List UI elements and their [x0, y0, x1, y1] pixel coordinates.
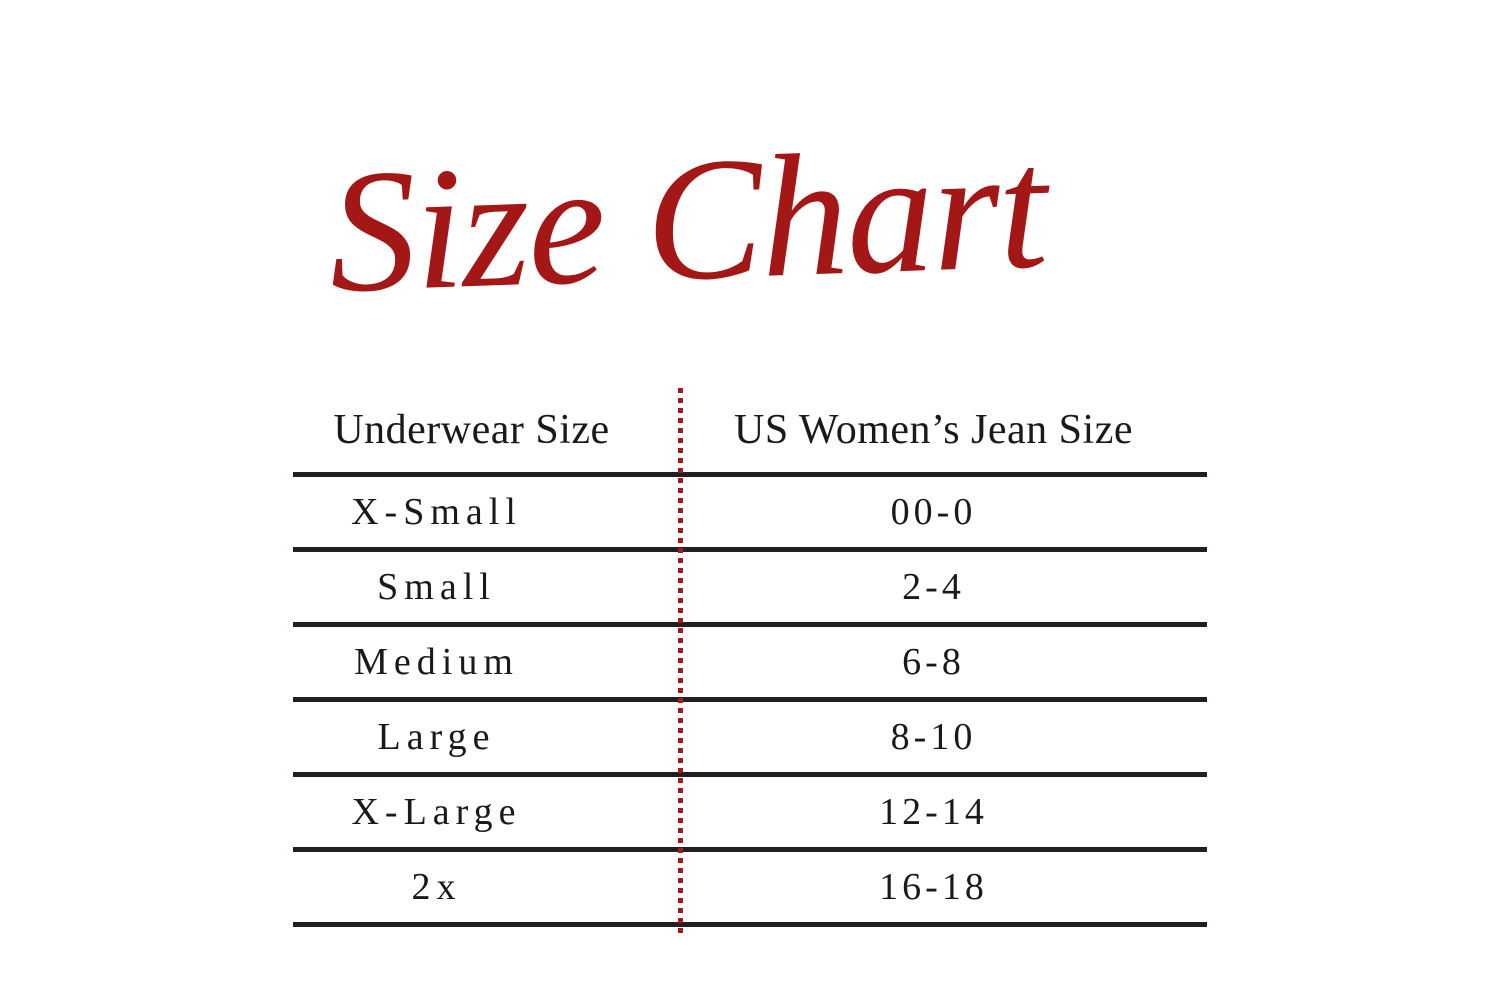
jean-size-cell: 12-14	[879, 791, 988, 833]
table-row-small: Small 2-4	[293, 552, 1207, 627]
jean-size-cell: 8-10	[890, 716, 977, 758]
underwear-size-cell: Small	[377, 566, 496, 608]
jean-size-cell: 16-18	[879, 866, 988, 908]
underwear-size-cell: X-Small	[351, 491, 522, 533]
table-row-x-large: X-Large 12-14	[293, 777, 1207, 852]
jean-size-cell: 00-0	[890, 491, 977, 533]
jean-size-cell: 6-8	[902, 641, 965, 683]
table-row-medium: Medium 6-8	[293, 627, 1207, 702]
underwear-size-cell: Large	[377, 716, 496, 758]
underwear-size-cell: X-Large	[351, 791, 522, 833]
underwear-size-cell: 2x	[411, 866, 462, 908]
page-title: Size Chart	[325, 110, 1049, 329]
underwear-size-cell: Medium	[354, 641, 519, 683]
table-row-x-small: X-Small 00-0	[293, 477, 1207, 552]
size-table: Underwear Size US Women’s Jean Size X-Sm…	[293, 388, 1207, 933]
jean-size-cell: 2-4	[902, 566, 965, 608]
table-header-row: Underwear Size US Women’s Jean Size	[293, 388, 1207, 477]
column-header-underwear-size: Underwear Size	[333, 407, 610, 453]
column-header-jean-size: US Women’s Jean Size	[734, 407, 1133, 453]
column-divider-dotted-line	[678, 388, 683, 933]
table-row-2x: 2x 16-18	[293, 852, 1207, 927]
table-row-large: Large 8-10	[293, 702, 1207, 777]
